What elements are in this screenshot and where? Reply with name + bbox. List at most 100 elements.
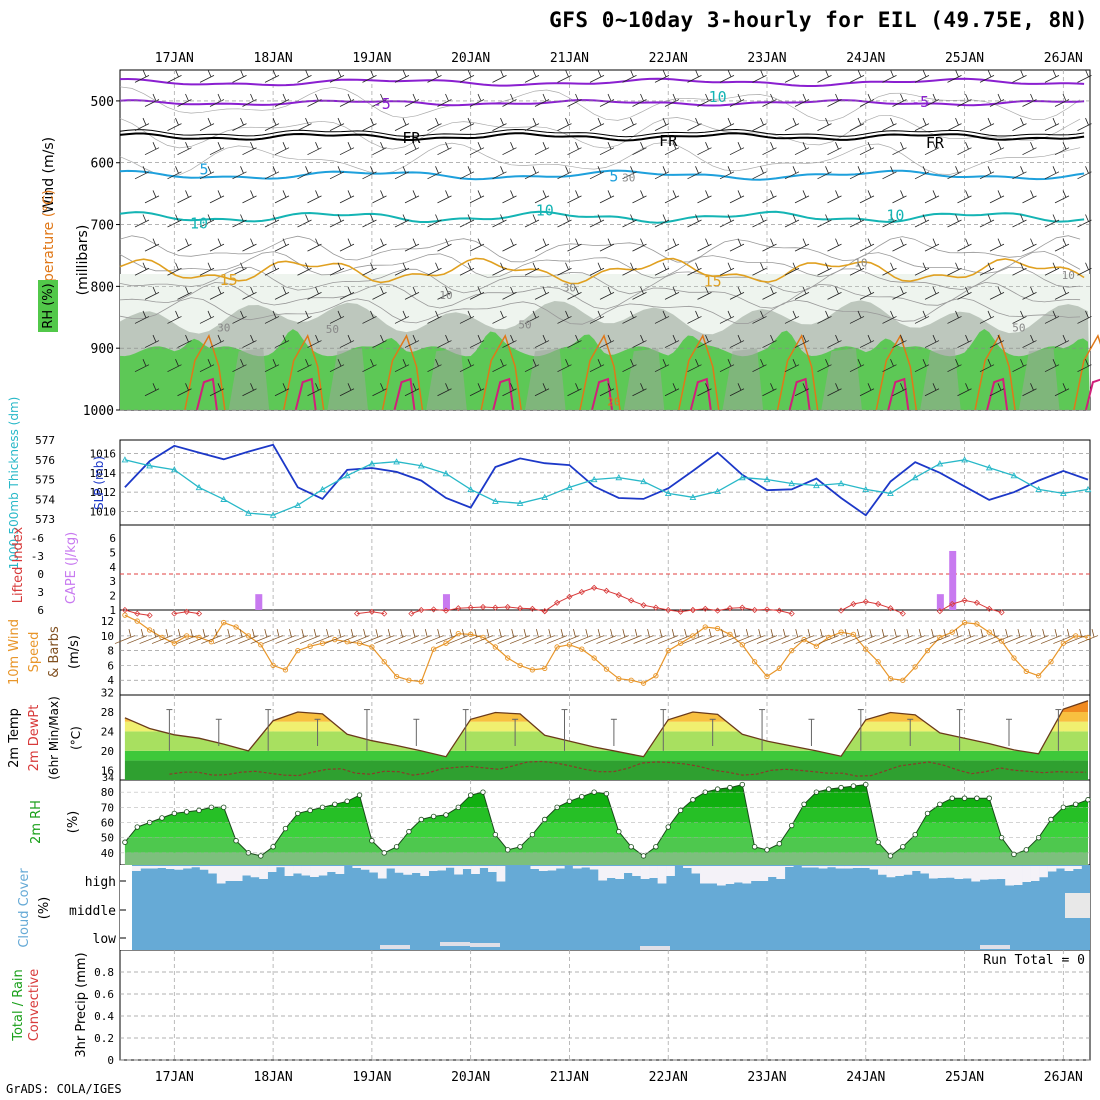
li-line <box>124 609 150 616</box>
wind-barb <box>762 93 777 107</box>
wind-barb <box>199 166 215 180</box>
cloud-high-gap <box>216 866 226 884</box>
cloud-low-gap <box>640 946 670 950</box>
rh-legend-swatch <box>38 280 58 332</box>
wind-barb <box>372 190 387 204</box>
wind-barb <box>892 286 907 300</box>
wind-barb <box>924 286 940 300</box>
li-line <box>357 611 385 615</box>
wind-barb <box>622 310 637 324</box>
wind-barb <box>362 166 377 180</box>
rh-gray-column <box>821 348 862 410</box>
cloud-low-gap <box>440 942 470 946</box>
wind-barb <box>784 117 800 131</box>
wind-barb <box>469 142 485 156</box>
wind-barb <box>557 117 572 131</box>
wind-barb <box>209 334 225 348</box>
wind-barb <box>1077 166 1092 180</box>
li-marker <box>354 610 361 617</box>
cloud-high-gap <box>691 866 701 874</box>
thickness-marker <box>294 501 302 508</box>
li-marker <box>899 610 906 617</box>
cloud-high-gap <box>954 866 964 879</box>
wind-barb <box>752 117 767 131</box>
wind-tick-label: 10 <box>101 630 114 643</box>
wind-barb <box>924 383 940 397</box>
isotherm-label: 10 <box>439 289 452 302</box>
wind10-barb <box>312 628 333 644</box>
cloud-high-gap <box>988 866 998 880</box>
wind-barb <box>622 359 637 373</box>
rh-marker <box>1023 847 1029 853</box>
wind-barb <box>177 93 192 107</box>
rh-band <box>124 852 1088 865</box>
wind-barb <box>524 359 540 373</box>
cloud-panel: high middle low <box>69 865 1090 950</box>
rh-gray-column <box>327 348 368 410</box>
wind-barb <box>199 214 215 228</box>
wind10-barb <box>509 628 531 644</box>
rh-marker <box>183 809 190 815</box>
wind-barb <box>589 117 605 131</box>
wind-barb <box>274 383 290 397</box>
ylabel-degc: (°C) <box>69 726 83 750</box>
isotherm-20-lobe <box>184 333 226 411</box>
rh-marker <box>307 807 313 814</box>
wind10-barb <box>633 628 654 644</box>
li-marker <box>862 598 869 605</box>
wind-barb <box>232 117 247 131</box>
wind-barb <box>989 383 1005 397</box>
ylabel-cloud-pct: (%) <box>37 897 52 920</box>
ylabel-total-rain: Total / Rain <box>11 969 26 1042</box>
wind-barb <box>144 190 160 204</box>
wind-barb <box>924 142 940 156</box>
li-marker <box>788 610 795 617</box>
wind-barb <box>687 214 702 228</box>
thickness-marker <box>961 456 968 463</box>
cloud-high-gap <box>632 866 641 876</box>
wind-barb <box>209 383 225 397</box>
thickness-line <box>124 459 1089 516</box>
rh-marker <box>369 838 375 844</box>
rh-gray-column <box>426 348 467 410</box>
wind-barb <box>794 334 810 348</box>
cloud-high-gap <box>911 866 921 871</box>
rh-marker <box>961 795 968 801</box>
wind10-barb <box>830 628 852 644</box>
li-marker <box>689 606 696 614</box>
cloud-high-gap <box>437 866 446 871</box>
precip-tick-label: 0 <box>107 1054 114 1067</box>
wind-barb <box>177 238 192 252</box>
ylabel-millibars: (millibars) <box>75 225 91 296</box>
wind-barb <box>1077 214 1092 228</box>
wind-barb <box>859 286 875 300</box>
wind-barb <box>947 310 962 324</box>
wind-barb <box>557 166 572 180</box>
wind-barb <box>567 238 582 252</box>
wind10-barb <box>806 628 827 644</box>
wind-barb <box>307 286 322 300</box>
wind-barb <box>1012 166 1027 180</box>
wind-barb <box>859 383 875 397</box>
date-tick-bottom: 17JAN <box>155 1070 194 1085</box>
rh-marker <box>233 838 239 844</box>
wind10-barb <box>238 628 259 644</box>
rh-contour <box>119 235 1081 263</box>
wind-barb <box>362 359 377 373</box>
wind-barb <box>664 334 680 348</box>
wind-barb <box>1054 93 1070 107</box>
wind-barb <box>394 359 410 373</box>
rh-marker <box>900 844 906 850</box>
wind-barb <box>979 69 995 83</box>
rh-marker <box>517 844 523 850</box>
wind-barb <box>394 166 410 180</box>
ylabel-cape: CAPE (J/kg) <box>64 532 79 604</box>
wind-barb <box>339 190 355 204</box>
rh-marker <box>788 822 795 829</box>
wind-barb <box>297 359 312 373</box>
wind-barb <box>719 117 735 131</box>
wind-barb <box>329 359 345 373</box>
wind10-barb <box>262 628 284 644</box>
wind-barb <box>1022 238 1037 252</box>
isotherm-label: 10 <box>190 214 208 232</box>
